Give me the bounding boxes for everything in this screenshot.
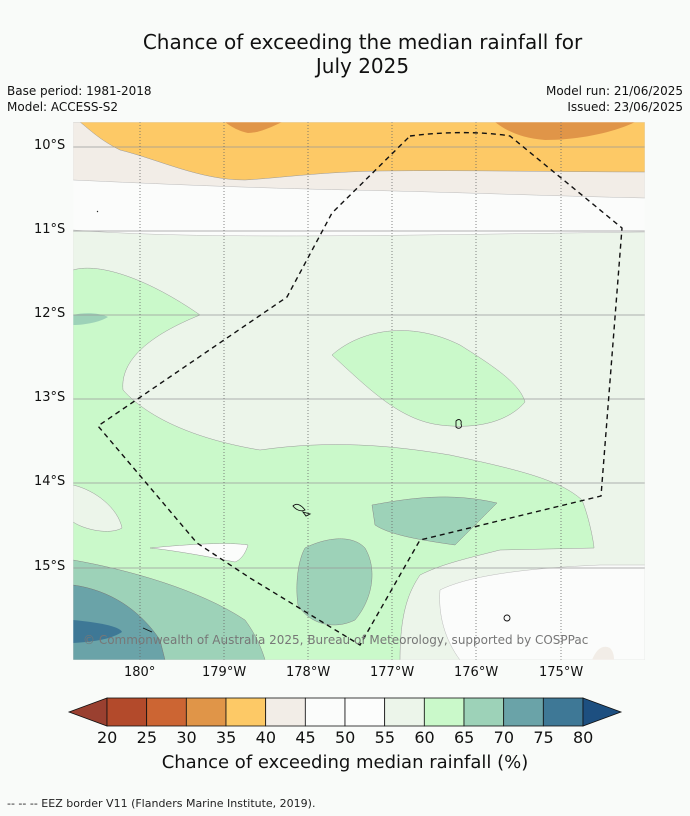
base-period: Base period: 1981-2018 [7, 84, 152, 98]
colorbar-tick-label: 30 [176, 728, 197, 747]
colorbar-tick-label: 25 [136, 728, 158, 747]
contour-70-75-sw [73, 584, 166, 660]
model-run: Model run: 21/06/2025 [545, 84, 683, 98]
colorbar-tick-label: 55 [374, 728, 396, 747]
colorbar-tick-label: 45 [295, 728, 316, 747]
colorbar-segment [304, 697, 346, 727]
colorbar-tick-label: 50 [335, 728, 356, 747]
colorbar-title: Chance of exceeding median rainfall (%) [161, 752, 529, 773]
eez-border [96, 131, 623, 646]
contour-55-60-west-pocket [73, 484, 123, 532]
contour-65-70-east [371, 496, 498, 546]
colorbar-segment [344, 697, 386, 727]
contour-60-65-west [73, 267, 595, 660]
colorbar-tick-label: 20 [97, 728, 118, 747]
colorbar-segment [384, 697, 425, 727]
title-line-2: July 2025 [315, 54, 410, 78]
colorbar-segment [423, 697, 465, 727]
contour-30-35-b [495, 122, 635, 140]
lat-label-10s: 10°S [34, 138, 66, 153]
colorbar-tick-label: 40 [255, 728, 277, 747]
lon-label-176w: 176°W [454, 665, 499, 680]
lon-label-175w: 175°W [539, 665, 584, 680]
colorbar-segment [542, 697, 584, 727]
issued-date: Issued: 23/06/2025 [567, 100, 683, 114]
colorbar-segment [106, 697, 148, 727]
colorbar-segment [185, 697, 227, 727]
island-3 [301, 511, 312, 517]
colorbar-segment [265, 697, 306, 727]
contour-50-55-se [439, 564, 645, 660]
meta-left: Base period: 1981-2018 Model: ACCESS-S2 [7, 83, 152, 115]
lat-label-11s: 11°S [34, 222, 66, 237]
eez-legend-footer: -- -- -- EEZ border V11 (Flanders Marine… [7, 797, 316, 810]
lat-label-15s: 15°S [34, 559, 66, 574]
colorbar-segment [503, 697, 544, 727]
colorbar-segment [146, 697, 187, 727]
title-line-1: Chance of exceeding the median rainfall … [142, 30, 583, 54]
colorbar-tick-label: 70 [493, 728, 515, 747]
colorbar-segment [225, 697, 267, 727]
lat-label-13s: 13°S [34, 390, 66, 405]
contour-45-50-corner [592, 646, 614, 660]
lon-label-180: 180° [124, 665, 156, 680]
colorbar-tick-label: 65 [454, 728, 475, 747]
model-name: Model: ACCESS-S2 [7, 100, 119, 114]
colorbar-tick-label: 75 [533, 728, 554, 747]
lat-label-14s: 14°S [34, 474, 66, 489]
contour-30-35-a [225, 122, 282, 133]
lon-label-179w: 179°W [202, 665, 247, 680]
colorbar-tick-label: 80 [573, 728, 594, 747]
island-1 [455, 419, 462, 429]
contour-70-75-nw [73, 313, 108, 325]
island-4 [503, 614, 511, 622]
colorbar-arrow-high [582, 697, 623, 727]
rainfall-map [72, 121, 646, 661]
map-frame [72, 121, 646, 661]
contour-60-65-center [331, 330, 526, 427]
meta-right: Model run: 21/06/2025 Issued: 23/06/2025 [546, 83, 683, 115]
colorbar-arrow-low [67, 697, 108, 727]
lat-label-12s: 12°S [34, 306, 66, 321]
lon-label-177w: 177°W [370, 665, 415, 680]
contour-65-70-south [296, 538, 373, 626]
contour-75-80-sw [73, 620, 122, 643]
colorbar-tick-label: 60 [414, 728, 435, 747]
colorbar [67, 697, 623, 727]
contour-50-55-strip [149, 543, 249, 563]
island-2 [292, 503, 306, 512]
contour-35-40 [73, 122, 645, 181]
lon-label-178w: 178°W [286, 665, 331, 680]
colorbar-tick-label: 35 [216, 728, 237, 747]
islands [96, 210, 511, 633]
island-6 [96, 210, 99, 213]
lat-gridlines [73, 146, 645, 569]
island-5 [142, 627, 153, 633]
copyright-text: © Commonwealth of Australia 2025, Bureau… [83, 633, 589, 647]
map-title: Chance of exceeding the median rainfall … [0, 30, 690, 78]
colorbar-segment [463, 697, 505, 727]
